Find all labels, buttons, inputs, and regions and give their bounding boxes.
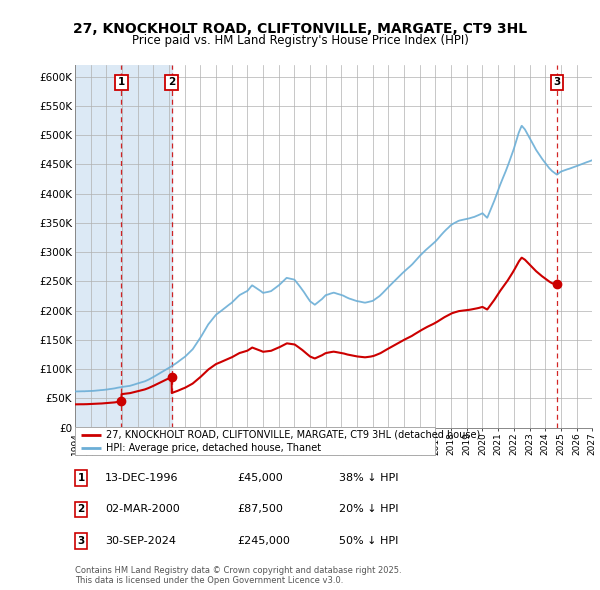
Text: 38% ↓ HPI: 38% ↓ HPI	[339, 473, 398, 483]
Text: 13-DEC-1996: 13-DEC-1996	[105, 473, 179, 483]
Text: 3: 3	[553, 77, 560, 87]
Text: Contains HM Land Registry data © Crown copyright and database right 2025.
This d: Contains HM Land Registry data © Crown c…	[75, 566, 401, 585]
Text: 27, KNOCKHOLT ROAD, CLIFTONVILLE, MARGATE, CT9 3HL: 27, KNOCKHOLT ROAD, CLIFTONVILLE, MARGAT…	[73, 22, 527, 37]
Text: 1: 1	[77, 473, 85, 483]
Text: £45,000: £45,000	[237, 473, 283, 483]
Text: 2: 2	[168, 77, 175, 87]
Text: 3: 3	[77, 536, 85, 546]
Text: 50% ↓ HPI: 50% ↓ HPI	[339, 536, 398, 546]
Text: 27, KNOCKHOLT ROAD, CLIFTONVILLE, MARGATE, CT9 3HL (detached house): 27, KNOCKHOLT ROAD, CLIFTONVILLE, MARGAT…	[106, 430, 480, 440]
Text: 20% ↓ HPI: 20% ↓ HPI	[339, 504, 398, 514]
Text: £245,000: £245,000	[237, 536, 290, 546]
Text: 2: 2	[77, 504, 85, 514]
Bar	[75, 65, 172, 428]
Text: HPI: Average price, detached house, Thanet: HPI: Average price, detached house, Than…	[106, 443, 321, 453]
Text: £87,500: £87,500	[237, 504, 283, 514]
Text: 30-SEP-2024: 30-SEP-2024	[105, 536, 176, 546]
Text: Price paid vs. HM Land Registry's House Price Index (HPI): Price paid vs. HM Land Registry's House …	[131, 34, 469, 47]
Text: 1: 1	[118, 77, 125, 87]
Text: 02-MAR-2000: 02-MAR-2000	[105, 504, 180, 514]
